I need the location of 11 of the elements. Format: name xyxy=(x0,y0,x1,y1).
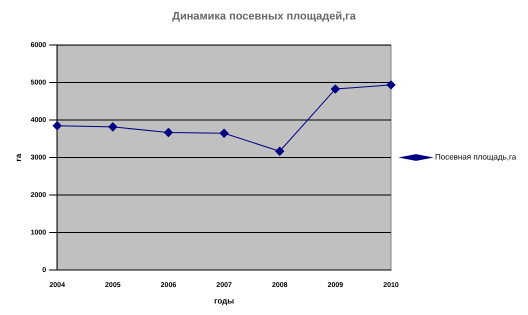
legend-label: Посевная площадь,га xyxy=(435,152,517,162)
y-axis-title: га xyxy=(14,153,24,162)
x-axis-title: годы xyxy=(214,296,234,306)
point xyxy=(164,128,173,137)
point xyxy=(108,122,118,132)
point xyxy=(220,128,229,138)
point xyxy=(52,121,62,130)
point xyxy=(330,84,340,94)
point xyxy=(275,146,284,156)
point xyxy=(386,80,396,90)
chart-title: Динамика посевных площадей,га xyxy=(172,10,357,23)
